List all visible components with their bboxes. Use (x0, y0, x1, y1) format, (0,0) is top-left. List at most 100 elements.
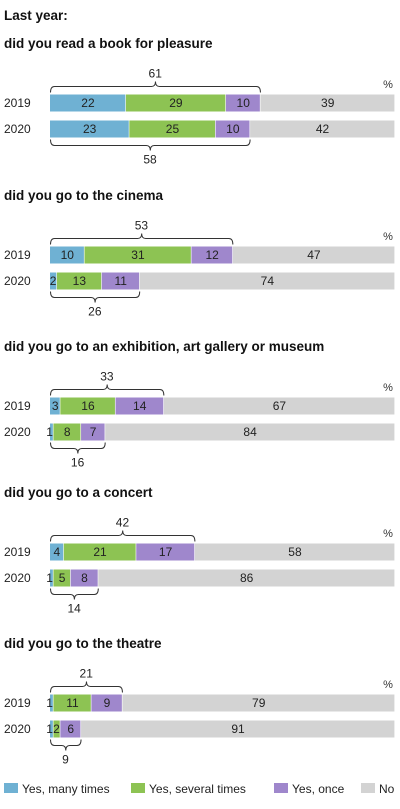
question-heading: did you go to an exhibition, art gallery… (4, 339, 324, 354)
bar-segment (125, 94, 226, 112)
bar-segment (194, 543, 395, 561)
percent-unit: % (383, 382, 393, 394)
bar-segment (53, 569, 71, 587)
bar-segment (50, 397, 60, 415)
segment-label: 11 (66, 696, 79, 710)
total-yes-label: 33 (100, 370, 114, 384)
segment-label: 2 (53, 722, 60, 736)
bar-segment (53, 423, 81, 441)
total-yes-label: 14 (67, 602, 81, 616)
total-yes-label: 16 (71, 456, 85, 470)
legend: Yes, many times Yes, several times Yes, on… (4, 782, 395, 796)
bar-segment (115, 397, 164, 415)
bar-segment (50, 120, 129, 138)
segment-label: 1 (46, 571, 53, 585)
segment-label: 8 (81, 571, 88, 585)
bar-segment (50, 246, 84, 264)
year-label: 2019 (4, 696, 31, 710)
year-label: 2019 (4, 96, 31, 110)
bar-segment (250, 120, 395, 138)
percent-unit: % (383, 528, 393, 540)
bar-segment (225, 94, 260, 112)
year-label: 2020 (4, 274, 31, 288)
segment-label: 22 (81, 96, 95, 110)
bar-segment (50, 94, 126, 112)
percent-unit: % (383, 679, 393, 691)
panel-1: did you read a book for pleasure% 2019 22 2… (4, 36, 395, 167)
panel-3: did you go to an exhibition, art gallery… (4, 339, 395, 470)
question-heading: did you go to a concert (4, 485, 153, 500)
total-yes-label: 26 (88, 305, 102, 319)
segment-label: 47 (307, 248, 321, 262)
percent-unit: % (383, 79, 393, 91)
question-heading: did you go to the cinema (4, 188, 163, 203)
segment-label: 14 (133, 399, 147, 413)
segment-label: 10 (237, 96, 251, 110)
segment-label: 74 (261, 274, 275, 288)
segment-label: 84 (243, 425, 257, 439)
legend-label: No (379, 782, 395, 796)
total-yes-label: 53 (135, 219, 149, 233)
bar-segment (260, 94, 395, 112)
segment-label: 86 (240, 571, 254, 585)
year-label: 2019 (4, 545, 31, 559)
bar-segment (129, 120, 215, 138)
brace (50, 442, 106, 454)
legend-item: No (361, 782, 395, 796)
total-yes-label: 42 (116, 516, 130, 530)
legend-swatch (274, 783, 288, 793)
bar-segment (56, 272, 102, 290)
segment-label: 13 (73, 274, 87, 288)
legend-label: Yes, several times (149, 782, 246, 796)
bar-segment (101, 272, 140, 290)
segment-label: 79 (252, 696, 266, 710)
segment-label: 1 (46, 425, 53, 439)
brace (50, 588, 99, 600)
legend-label: Yes, once (292, 782, 345, 796)
segment-label: 16 (81, 399, 95, 413)
year-label: 2019 (4, 248, 31, 262)
segment-label: 7 (90, 425, 97, 439)
bar-segment (91, 694, 122, 712)
legend-item: Yes, several times (131, 782, 246, 796)
bar-segment (84, 246, 191, 264)
legend-swatch (361, 783, 375, 793)
year-label: 2020 (4, 571, 31, 585)
legend-item: Yes, many times (4, 782, 110, 796)
brace (50, 530, 196, 542)
panels: did you read a book for pleasure%2019 22 2… (4, 36, 395, 767)
question-heading: did you read a book for pleasure (4, 36, 213, 51)
segment-label: 5 (59, 571, 66, 585)
segment-label: 6 (67, 722, 74, 736)
segment-label: 17 (159, 545, 173, 559)
panel-2: did you go to the cinema% 2019 10 31 12 47 53 2… (4, 188, 395, 319)
bar-segment (163, 397, 395, 415)
total-yes-label: 9 (62, 753, 69, 767)
total-yes-label: 58 (143, 153, 157, 167)
bar-segment (53, 694, 91, 712)
total-yes-label: 61 (149, 67, 163, 81)
segment-label: 2 (50, 274, 57, 288)
brace (50, 681, 123, 693)
segment-label: 1 (46, 722, 53, 736)
brace (50, 739, 82, 751)
segment-label: 10 (61, 248, 75, 262)
segment-label: 25 (166, 122, 180, 136)
segment-label: 4 (54, 545, 61, 559)
bar-segment (122, 694, 395, 712)
bar-segment (70, 569, 98, 587)
panel-5: did you go to the theatre%2019 1 11 9 792120… (4, 636, 395, 767)
legend-label: Yes, many times (22, 782, 110, 796)
segment-label: 11 (114, 274, 127, 288)
bar-segment (139, 272, 395, 290)
bar-segment (63, 543, 136, 561)
bar-segment (50, 272, 57, 290)
brace (50, 233, 234, 245)
segment-label: 3 (52, 399, 59, 413)
segment-label: 42 (316, 122, 330, 136)
bar-segment (60, 397, 115, 415)
brace (50, 81, 261, 93)
segment-label: 12 (205, 248, 219, 262)
year-label: 2020 (4, 425, 31, 439)
total-yes-label: 21 (80, 667, 94, 681)
